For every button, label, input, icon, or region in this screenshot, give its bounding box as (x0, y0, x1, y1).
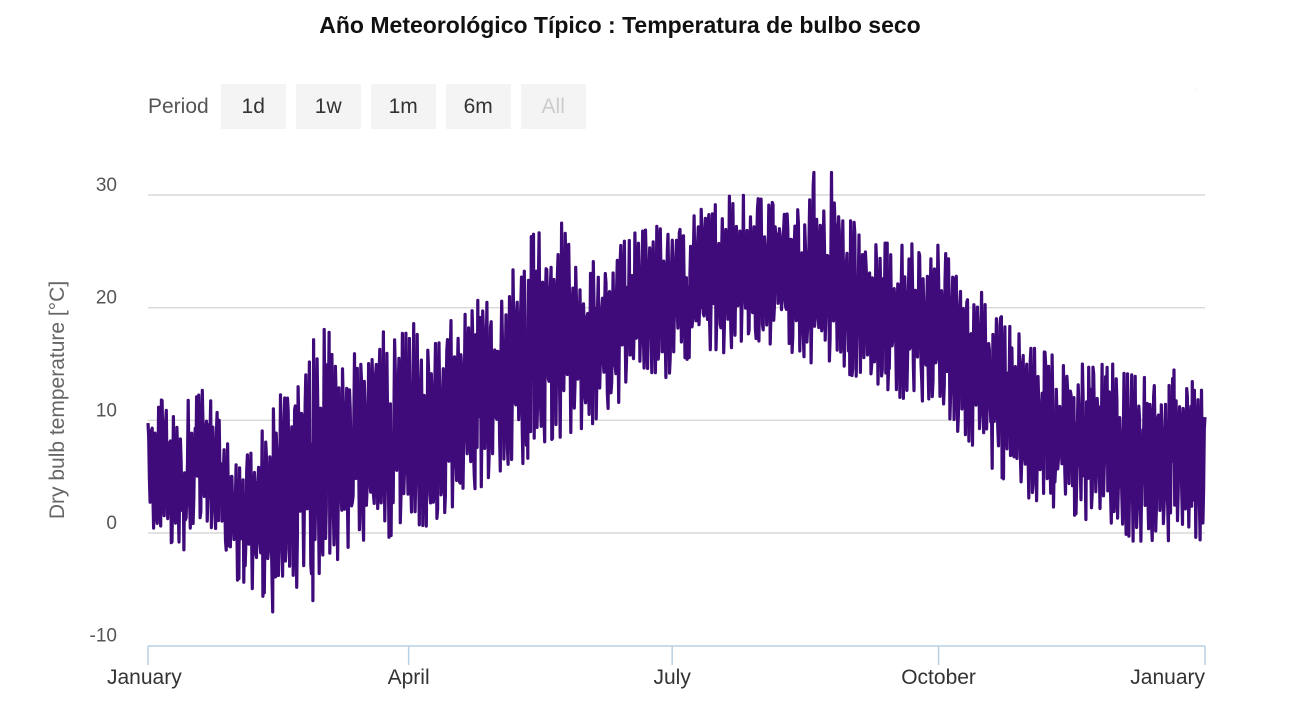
y-axis-ticks: 30 20 10 0 -10 (90, 175, 117, 647)
x-tick-label: July (653, 666, 691, 689)
range-button-6m[interactable]: 6m (445, 84, 511, 129)
range-button-1m[interactable]: 1m (370, 84, 436, 129)
range-button-all[interactable]: All (520, 84, 586, 129)
y-tick-label: -10 (90, 626, 117, 647)
y-tick-label: 10 (96, 400, 117, 421)
y-tick-label: 0 (106, 513, 117, 534)
period-label: Period (148, 94, 209, 118)
y-axis-label: Dry bulb temperature [°C] (46, 281, 69, 519)
range-button-1w[interactable]: 1w (295, 84, 361, 129)
range-selector: Period 1d 1w 1m 6m All (148, 84, 596, 129)
x-axis-ticks: January April July October January (107, 646, 1206, 689)
x-tick-label: January (1130, 666, 1205, 689)
x-tick-label: January (107, 666, 182, 689)
y-tick-label: 20 (96, 288, 117, 309)
y-tick-label: 30 (96, 175, 117, 196)
x-tick-label: April (388, 666, 430, 689)
series-line-dry-bulb (146, 170, 1207, 614)
chart-title: Año Meteorológico Típico : Temperatura d… (319, 12, 921, 38)
x-tick-label: October (901, 666, 976, 689)
range-button-1d[interactable]: 1d (220, 84, 286, 129)
